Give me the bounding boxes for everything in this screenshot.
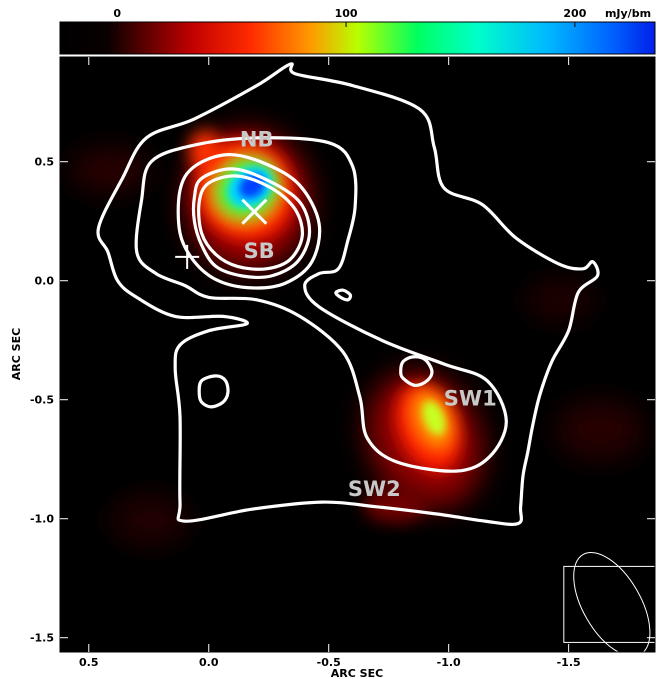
- plus-marker: [175, 244, 200, 269]
- beam-inset: [563, 551, 659, 657]
- source-labels: NB SB SW1 SW2: [240, 127, 497, 501]
- x-tick-label: -1.0: [437, 656, 461, 669]
- colorbar: 0 100 200 mJy/bm: [59, 7, 656, 55]
- colorbar-gradient: [60, 22, 655, 54]
- noise-blob: [110, 495, 190, 545]
- beam-box-frame: [563, 565, 659, 643]
- emission-sw-yellow: [422, 400, 446, 436]
- emission-nb-tail: [189, 130, 221, 170]
- contour-mid: [134, 136, 508, 473]
- axis-ticks: 0.5 0.0 -0.5 -1.0 -1.5 0.5 0.0 -0.5 -1.0 -1.5: [30, 57, 655, 669]
- marker-layer: [175, 198, 268, 269]
- contour-island-sw: [399, 355, 434, 388]
- emission-layer: [70, 130, 645, 545]
- noise-blob: [525, 280, 595, 320]
- colorbar-tick-label: 0: [113, 7, 121, 20]
- noise-blob: [70, 148, 150, 192]
- cross-x-marker: [241, 198, 268, 225]
- colorbar-unit: mJy/bm: [605, 7, 651, 20]
- contour-island-left: [197, 374, 230, 409]
- y-axis-label: ARC SEC: [10, 328, 23, 380]
- y-tick-label: 0.5: [35, 156, 55, 169]
- contour-inner1: [176, 152, 322, 290]
- contour-island-small: [334, 288, 353, 302]
- contour-outer: [96, 62, 600, 526]
- colorbar-tick-label: 100: [335, 7, 358, 20]
- source-label-sw2: SW2: [348, 477, 401, 501]
- x-tick-label: -1.5: [557, 656, 581, 669]
- source-label-sb: SB: [244, 239, 275, 263]
- beam-ellipse: [573, 551, 651, 657]
- noise-blob: [555, 400, 645, 460]
- plot-background: [60, 57, 655, 652]
- y-tick-label: -1.0: [30, 513, 54, 526]
- plot-frame: [59, 56, 656, 653]
- cross-x-stroke: [241, 198, 268, 225]
- contour-inner2: [191, 167, 312, 280]
- colorbar-ticks: 0 100 200: [113, 7, 587, 27]
- colorbar-tick-label: 200: [563, 7, 586, 20]
- colorbar-frame: [59, 21, 656, 55]
- x-axis-label: ARC SEC: [331, 667, 383, 679]
- plot-area: NB SB SW1 SW2 0.5 0.0 -0.5 -1.0 -1.5 0.5 0.0 -0.5 -…: [30, 56, 659, 669]
- emission-sw2: [363, 487, 427, 523]
- y-tick-label: -0.5: [30, 394, 54, 407]
- y-tick-label: -1.5: [30, 632, 54, 645]
- y-tick-label: 0.0: [35, 275, 55, 288]
- contour-inner3: [197, 174, 305, 271]
- source-label-sw1: SW1: [444, 387, 497, 411]
- source-label-nb: NB: [240, 127, 274, 151]
- x-tick-label: 0.5: [79, 656, 99, 669]
- x-tick-label: -0.5: [317, 656, 341, 669]
- contour-layer: [96, 62, 600, 526]
- x-tick-label: 0.0: [199, 656, 219, 669]
